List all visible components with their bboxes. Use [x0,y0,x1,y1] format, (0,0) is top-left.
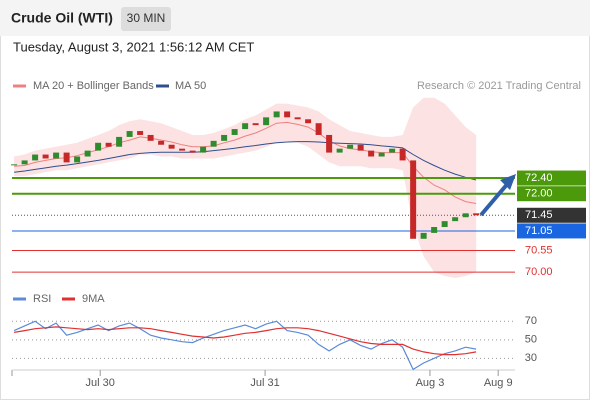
level-box [517,186,586,202]
candle [126,131,133,137]
candle [137,131,144,135]
ma50-line [14,141,477,181]
level-box [517,207,586,223]
date: Tuesday, August 3, 2021 1:56:12 AM CET [13,39,254,54]
candle [231,129,238,135]
candle [221,134,228,141]
header-bar [0,0,590,36]
level-label: 71.05 [525,225,553,237]
candle [462,213,469,218]
candle [32,154,39,161]
candle [147,134,154,141]
candle [74,156,81,163]
candle [168,144,175,149]
candle [11,164,18,166]
candle [305,119,312,124]
legend-label: RSI [33,293,51,305]
candle [200,146,207,153]
candle [294,117,301,120]
candle [53,152,60,159]
legend-label: MA 50 [175,80,206,92]
title: Crude Oil (WTI) [11,10,113,26]
forecast-arrow [479,180,511,217]
candle [210,140,217,147]
y-tick-label: 70 [525,315,537,327]
level-label: 70.55 [525,244,553,256]
ma20-line [14,121,477,204]
candle [273,111,280,118]
interval-pill [121,7,171,31]
candle [84,150,91,157]
candle [242,123,249,130]
candle [441,221,448,228]
candle [399,148,406,161]
candle [179,148,186,151]
candle [95,142,102,151]
candle [189,150,196,153]
level-box [517,223,586,239]
y-tick-label: 50 [525,334,537,346]
candle [473,213,480,216]
candle [252,123,259,126]
candle [158,140,165,145]
x-tick-label: Aug 9 [484,377,513,389]
candle [21,160,28,165]
x-tick-label: Jul 31 [250,377,279,389]
level-label: 72.40 [525,172,553,184]
candle [452,217,459,222]
candle [63,152,70,163]
legend-label: MA 20 + Bollinger Bands [33,80,154,92]
x-tick-label: Aug 3 [416,377,445,389]
candle [116,136,123,147]
candle [315,123,322,135]
candle [42,154,49,159]
candle [420,232,427,239]
candle [336,148,343,153]
level-box [517,170,586,186]
candle [431,227,438,233]
candle [368,150,375,157]
candle [410,160,417,239]
candle [284,111,291,118]
candle [263,117,270,126]
credit: Research © 2021 Trading Central [417,80,581,92]
candle [389,148,396,153]
x-tick-label: Jul 30 [86,377,115,389]
y-tick-label: 30 [525,352,537,364]
level-label: 72.00 [525,188,553,200]
candle [105,142,112,147]
arrow-head [500,174,516,190]
interval: 30 MIN [127,11,166,25]
bollinger-band [14,97,477,278]
rsi-line [13,326,477,356]
candle [326,134,333,153]
candle [357,144,364,151]
level-label: 71.45 [525,209,553,221]
legend-label: 9MA [82,293,105,305]
level-label: 70.00 [525,266,553,278]
candle [378,152,385,157]
candle [347,144,354,149]
